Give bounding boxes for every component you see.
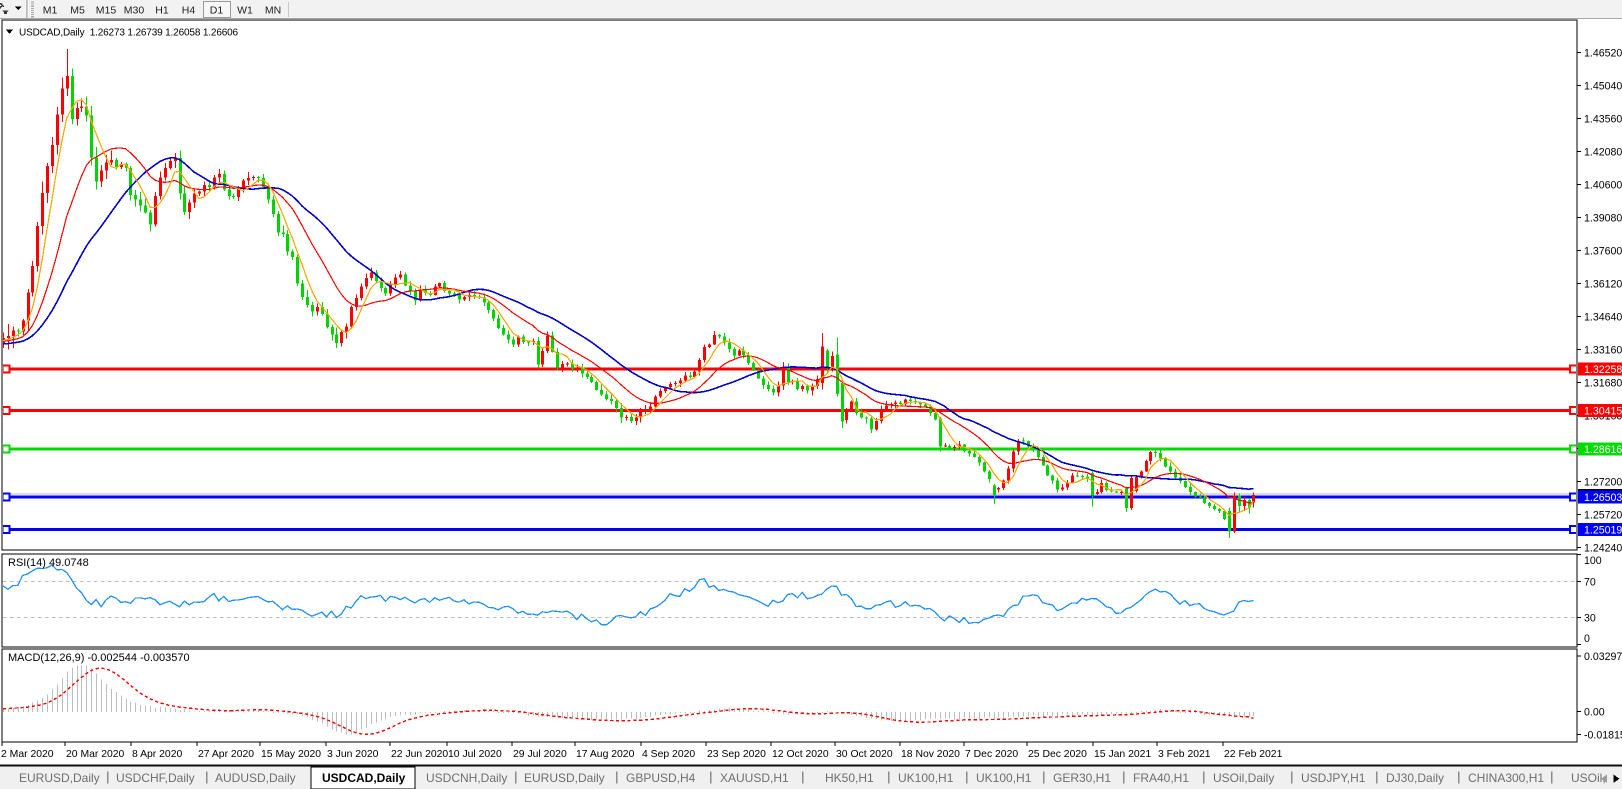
svg-text:GBPUSD,H4: GBPUSD,H4 — [626, 771, 696, 785]
svg-text:CHINA300,H1: CHINA300,H1 — [1468, 771, 1544, 785]
svg-text:D1: D1 — [210, 5, 224, 17]
svg-text:USDCAD,Daily 1.26273 1.26739: USDCAD,Daily 1.26273 1.26739 1.26058 1.2… — [19, 28, 239, 39]
svg-text:1.27200: 1.27200 — [1584, 477, 1622, 489]
svg-text:EURUSD,Daily: EURUSD,Daily — [524, 771, 605, 785]
svg-text:100: 100 — [1584, 555, 1602, 567]
svg-text:1.25720: 1.25720 — [1584, 510, 1622, 522]
svg-text:USDCNH,Daily: USDCNH,Daily — [426, 771, 507, 785]
svg-text:1.46520: 1.46520 — [1584, 48, 1622, 60]
svg-text:M5: M5 — [70, 5, 85, 17]
svg-text:-0.018154: -0.018154 — [1584, 730, 1622, 742]
svg-text:0.00: 0.00 — [1584, 707, 1605, 719]
svg-text:M30: M30 — [124, 5, 145, 17]
svg-text:18 Nov 2020: 18 Nov 2020 — [901, 749, 960, 760]
svg-text:M1: M1 — [43, 5, 58, 17]
svg-text:USDCAD,Daily: USDCAD,Daily — [322, 771, 406, 785]
svg-text:XAUUSD,H1: XAUUSD,H1 — [720, 771, 789, 785]
svg-text:8 Apr 2020: 8 Apr 2020 — [132, 749, 182, 760]
svg-text:GER30,H1: GER30,H1 — [1053, 771, 1111, 785]
svg-text:1.34640: 1.34640 — [1584, 312, 1622, 324]
svg-text:H4: H4 — [182, 5, 196, 17]
svg-text:M15: M15 — [96, 5, 117, 17]
svg-text:1.25019: 1.25019 — [1584, 525, 1622, 537]
svg-text:1.31680: 1.31680 — [1584, 378, 1622, 390]
svg-text:4 Sep 2020: 4 Sep 2020 — [642, 749, 695, 760]
svg-text:DJ30,Daily: DJ30,Daily — [1386, 771, 1444, 785]
svg-text:22 Jun 2020: 22 Jun 2020 — [391, 749, 448, 760]
svg-text:0: 0 — [1584, 633, 1590, 645]
svg-text:2 Mar 2020: 2 Mar 2020 — [1, 749, 54, 760]
svg-text:FRA40,H1: FRA40,H1 — [1133, 771, 1189, 785]
svg-text:70: 70 — [1584, 577, 1596, 589]
svg-text:29 Jul 2020: 29 Jul 2020 — [513, 749, 567, 760]
svg-text:1.24240: 1.24240 — [1584, 543, 1622, 555]
svg-text:20 Mar 2020: 20 Mar 2020 — [66, 749, 125, 760]
svg-text:USOil,: USOil, — [1571, 771, 1606, 785]
svg-text:1.36120: 1.36120 — [1584, 279, 1622, 291]
svg-text:1.40600: 1.40600 — [1584, 180, 1622, 192]
svg-text:USDCHF,Daily: USDCHF,Daily — [116, 771, 195, 785]
svg-text:H1: H1 — [155, 5, 169, 17]
svg-text:27 Apr 2020: 27 Apr 2020 — [198, 749, 254, 760]
svg-text:UK100,H1: UK100,H1 — [898, 771, 954, 785]
svg-text:RSI(14) 49.0748: RSI(14) 49.0748 — [8, 557, 89, 569]
svg-text:1.26503: 1.26503 — [1584, 492, 1622, 504]
svg-text:1.32258: 1.32258 — [1584, 364, 1622, 376]
svg-text:15 May 2020: 15 May 2020 — [261, 749, 321, 760]
svg-text:7 Dec 2020: 7 Dec 2020 — [965, 749, 1018, 760]
svg-text:0.032972: 0.032972 — [1584, 651, 1622, 663]
svg-text:USOil,Daily: USOil,Daily — [1213, 771, 1274, 785]
svg-text:1.43560: 1.43560 — [1584, 114, 1622, 126]
svg-text:MN: MN — [265, 5, 281, 17]
svg-text:1.42080: 1.42080 — [1584, 147, 1622, 159]
svg-text:17 Aug 2020: 17 Aug 2020 — [576, 749, 635, 760]
svg-text:UK100,H1: UK100,H1 — [976, 771, 1032, 785]
svg-text:1.28616: 1.28616 — [1584, 444, 1622, 456]
svg-text:AUDUSD,Daily: AUDUSD,Daily — [215, 771, 296, 785]
svg-text:23 Sep 2020: 23 Sep 2020 — [707, 749, 766, 760]
svg-text:25 Dec 2020: 25 Dec 2020 — [1028, 749, 1087, 760]
svg-text:3 Jun 2020: 3 Jun 2020 — [327, 749, 379, 760]
svg-text:15 Jan 2021: 15 Jan 2021 — [1094, 749, 1151, 760]
svg-text:1.30415: 1.30415 — [1584, 406, 1622, 418]
svg-text:1.45040: 1.45040 — [1584, 81, 1622, 93]
svg-text:1.37600: 1.37600 — [1584, 246, 1622, 258]
svg-text:W1: W1 — [237, 5, 253, 17]
svg-text:MACD(12,26,9) -0.002544 -0.003: MACD(12,26,9) -0.002544 -0.003570 — [8, 652, 190, 664]
svg-text:3 Feb 2021: 3 Feb 2021 — [1158, 749, 1211, 760]
svg-text:10 Jul 2020: 10 Jul 2020 — [448, 749, 502, 760]
svg-text:HK50,H1: HK50,H1 — [825, 771, 874, 785]
svg-text:1.39080: 1.39080 — [1584, 213, 1622, 225]
svg-text:1.33160: 1.33160 — [1584, 345, 1622, 357]
svg-text:30 Oct 2020: 30 Oct 2020 — [836, 749, 893, 760]
svg-text:USDJPY,H1: USDJPY,H1 — [1301, 771, 1366, 785]
svg-text:12 Oct 2020: 12 Oct 2020 — [772, 749, 829, 760]
svg-text:30: 30 — [1584, 613, 1596, 625]
svg-text:EURUSD,Daily: EURUSD,Daily — [19, 771, 100, 785]
svg-text:22 Feb 2021: 22 Feb 2021 — [1224, 749, 1283, 760]
